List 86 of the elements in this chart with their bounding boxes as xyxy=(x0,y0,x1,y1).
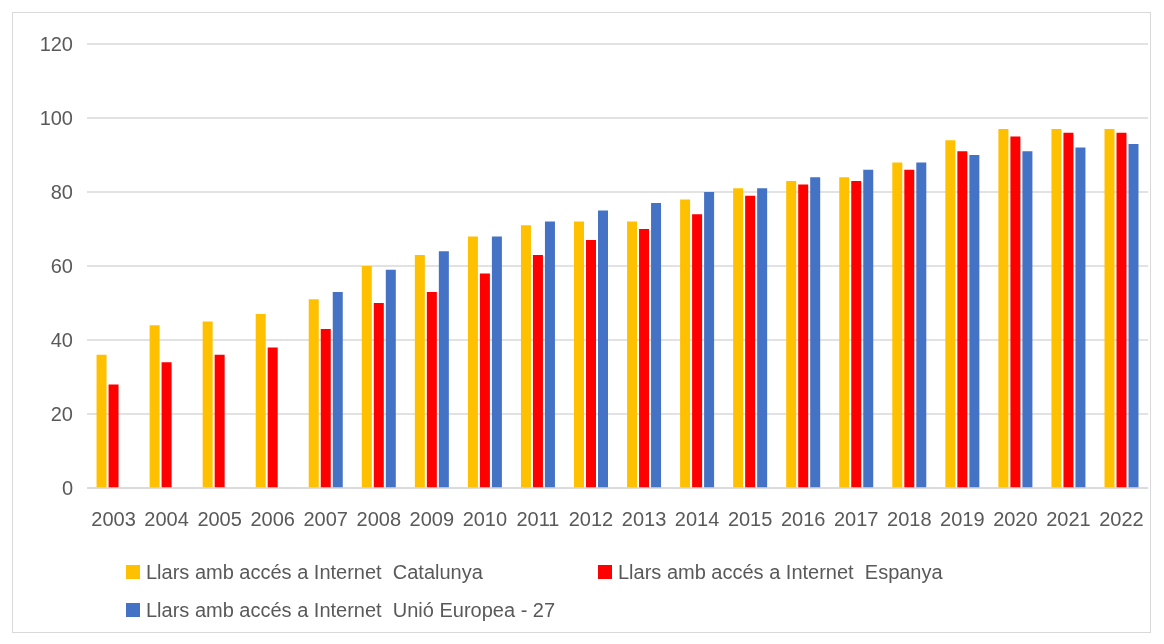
bar xyxy=(1010,136,1021,488)
y-tick-label: 40 xyxy=(50,329,73,352)
x-tick-label: 2019 xyxy=(940,508,985,531)
bar xyxy=(438,251,449,488)
y-tick-label: 100 xyxy=(39,107,73,130)
legend-label: Llars amb accés a Internet Unió Europea - 27 xyxy=(146,598,556,622)
bar xyxy=(361,266,372,488)
bar xyxy=(1104,129,1115,488)
x-tick-label: 2005 xyxy=(197,508,242,531)
bar xyxy=(1022,151,1033,488)
y-tick-label: 20 xyxy=(50,403,73,426)
legend-label: Llars amb accés a Internet Catalunya xyxy=(146,560,483,584)
x-tick-label: 2011 xyxy=(516,508,560,531)
bar xyxy=(839,177,850,488)
legend-label: Llars amb accés a Internet Espanya xyxy=(618,560,943,584)
bar xyxy=(810,177,821,488)
bar xyxy=(1063,132,1074,488)
bar xyxy=(786,180,797,488)
x-tick-label: 2006 xyxy=(250,508,295,531)
bar xyxy=(96,354,107,488)
bar xyxy=(385,269,396,488)
bar xyxy=(945,140,956,488)
bar xyxy=(598,210,608,488)
x-tick-label: 2021 xyxy=(1046,508,1091,531)
bar xyxy=(892,162,903,488)
y-tick-label: 80 xyxy=(50,181,73,204)
bar xyxy=(704,192,715,488)
bar xyxy=(255,314,266,488)
bar xyxy=(267,347,278,488)
x-tick-label: 2008 xyxy=(356,508,402,531)
x-tick-label: 2010 xyxy=(462,508,508,531)
x-tick-label: 2017 xyxy=(833,508,879,531)
x-tick-label: 2018 xyxy=(887,508,932,531)
bar xyxy=(1128,143,1139,488)
bar xyxy=(332,291,343,488)
bar xyxy=(149,325,160,488)
x-tick-label: 2004 xyxy=(144,508,189,531)
bar xyxy=(692,214,703,488)
bar xyxy=(1075,147,1086,488)
x-tick-label: 2022 xyxy=(1099,508,1144,531)
x-tick-label: 2009 xyxy=(409,508,455,531)
bar xyxy=(414,254,425,488)
x-tick-label: 2020 xyxy=(993,508,1038,531)
bar xyxy=(733,188,744,488)
bar xyxy=(586,240,596,488)
bar xyxy=(998,129,1009,488)
bar xyxy=(651,203,662,488)
bar xyxy=(1116,132,1127,488)
bar xyxy=(745,195,756,488)
y-tick-label: 0 xyxy=(61,477,73,500)
bar xyxy=(680,199,691,488)
bar xyxy=(1051,129,1062,488)
bar xyxy=(851,180,862,488)
bar xyxy=(520,225,531,488)
x-tick-label: 2014 xyxy=(674,508,720,531)
bar xyxy=(308,299,319,488)
bar xyxy=(639,229,650,488)
bar xyxy=(916,162,927,488)
bar xyxy=(491,236,502,488)
x-tick-label: 2007 xyxy=(303,508,348,531)
y-tick-label: 120 xyxy=(39,33,73,56)
bar xyxy=(957,151,968,488)
bar xyxy=(544,221,555,488)
x-tick-label: 2003 xyxy=(91,508,136,531)
bar xyxy=(426,291,437,488)
x-tick-label: 2012 xyxy=(568,508,614,531)
y-tick-label: 60 xyxy=(50,255,73,278)
bar xyxy=(532,254,543,488)
bar xyxy=(757,188,768,488)
x-tick-label: 2016 xyxy=(780,508,826,531)
bar xyxy=(574,221,584,488)
bar xyxy=(161,362,172,488)
x-tick-label: 2015 xyxy=(727,508,773,531)
bar xyxy=(373,303,384,488)
bar xyxy=(863,169,874,488)
bar xyxy=(969,155,980,488)
bar xyxy=(798,184,809,488)
bar xyxy=(479,273,490,488)
bar xyxy=(108,384,119,488)
bar xyxy=(202,321,213,488)
x-tick-label: 2013 xyxy=(621,508,667,531)
bar xyxy=(627,221,638,488)
bar xyxy=(904,169,915,488)
bar xyxy=(467,236,478,488)
bar xyxy=(214,354,225,488)
bar xyxy=(320,328,331,488)
